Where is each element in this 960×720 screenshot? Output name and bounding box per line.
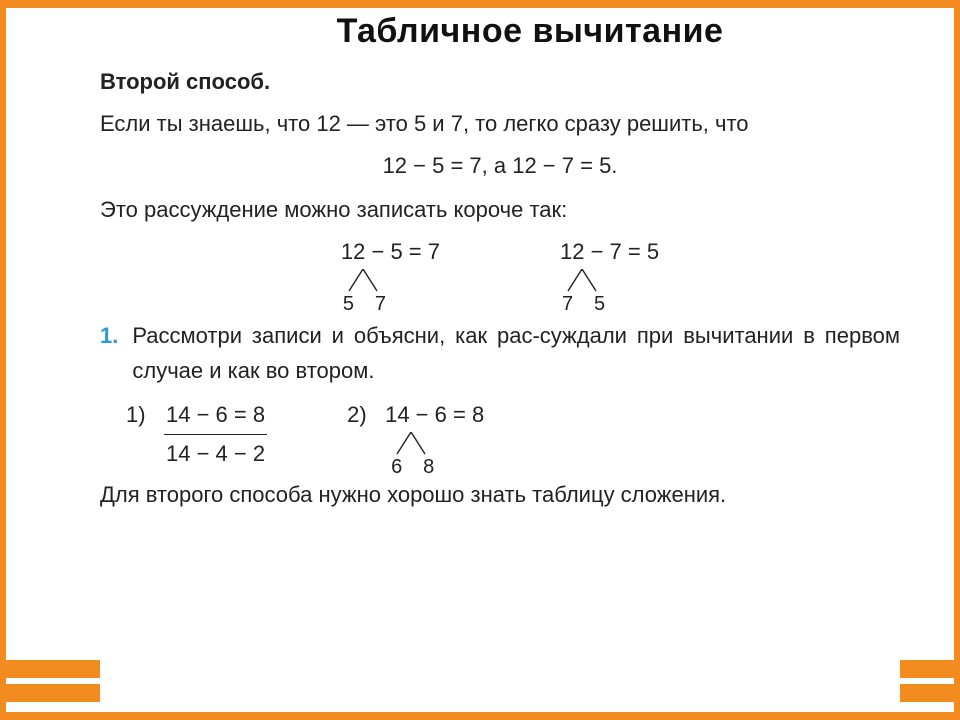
intro-line-2: Это рассуждение можно записать короче та… (100, 193, 900, 227)
fork-diagram-ex2: 6 8 (395, 432, 475, 472)
page-title: Табличное вычитание (160, 12, 900, 51)
lesson-body: Второй способ. Если ты знаешь, что 12 — … (100, 65, 900, 512)
fork-ex2-b: 8 (423, 452, 434, 483)
decomp-right-eq: 12 − 7 = 5 (560, 235, 659, 269)
examples-row: 1) 14 − 6 = 8 14 − 4 − 2 2) 14 − 6 = 8 6 (126, 398, 900, 472)
fork-right-b: 5 (594, 289, 605, 320)
intro-line-1: Если ты знаешь, что 12 — это 5 и 7, то л… (100, 107, 900, 141)
example-2: 2) 14 − 6 = 8 6 8 (347, 398, 484, 472)
task-1: 1. Рассмотри записи и объясни, как рас-с… (100, 319, 900, 387)
example-1-bottom: 14 − 4 − 2 (164, 435, 267, 471)
intro-equation: 12 − 5 = 7, а 12 − 7 = 5. (100, 149, 900, 183)
fork-right-a: 7 (562, 289, 573, 320)
footer-note: Для второго способа нужно хорошо знать т… (100, 478, 900, 512)
example-1-label: 1) (126, 398, 154, 432)
example-1-stack: 14 − 6 = 8 14 − 4 − 2 (164, 398, 267, 471)
method-heading: Второй способ. (100, 69, 270, 94)
fork-left-a: 5 (343, 289, 354, 320)
example-1: 1) 14 − 6 = 8 14 − 4 − 2 (126, 398, 267, 471)
decomp-left-eq: 12 − 5 = 7 (341, 235, 440, 269)
example-2-label: 2) (347, 398, 375, 432)
fork-diagram-left: 5 7 (347, 269, 427, 309)
fork-ex2-a: 6 (391, 452, 402, 483)
task-number: 1. (100, 319, 118, 387)
fork-diagram-right: 7 5 (566, 269, 646, 309)
example-2-eq: 14 − 6 = 8 (385, 398, 484, 432)
decomposition-row: 12 − 5 = 7 5 7 12 − 7 = 5 (100, 235, 900, 309)
content-area: Табличное вычитание Второй способ. Если … (100, 12, 900, 708)
example-2-wrap: 14 − 6 = 8 6 8 (385, 398, 484, 472)
task-text: Рассмотри записи и объясни, как рас-сужд… (132, 319, 900, 387)
decomp-right: 12 − 7 = 5 7 5 (560, 235, 659, 309)
fork-left-b: 7 (375, 289, 386, 320)
example-1-top: 14 − 6 = 8 (164, 398, 267, 435)
decomp-left: 12 − 5 = 7 5 7 (341, 235, 440, 309)
